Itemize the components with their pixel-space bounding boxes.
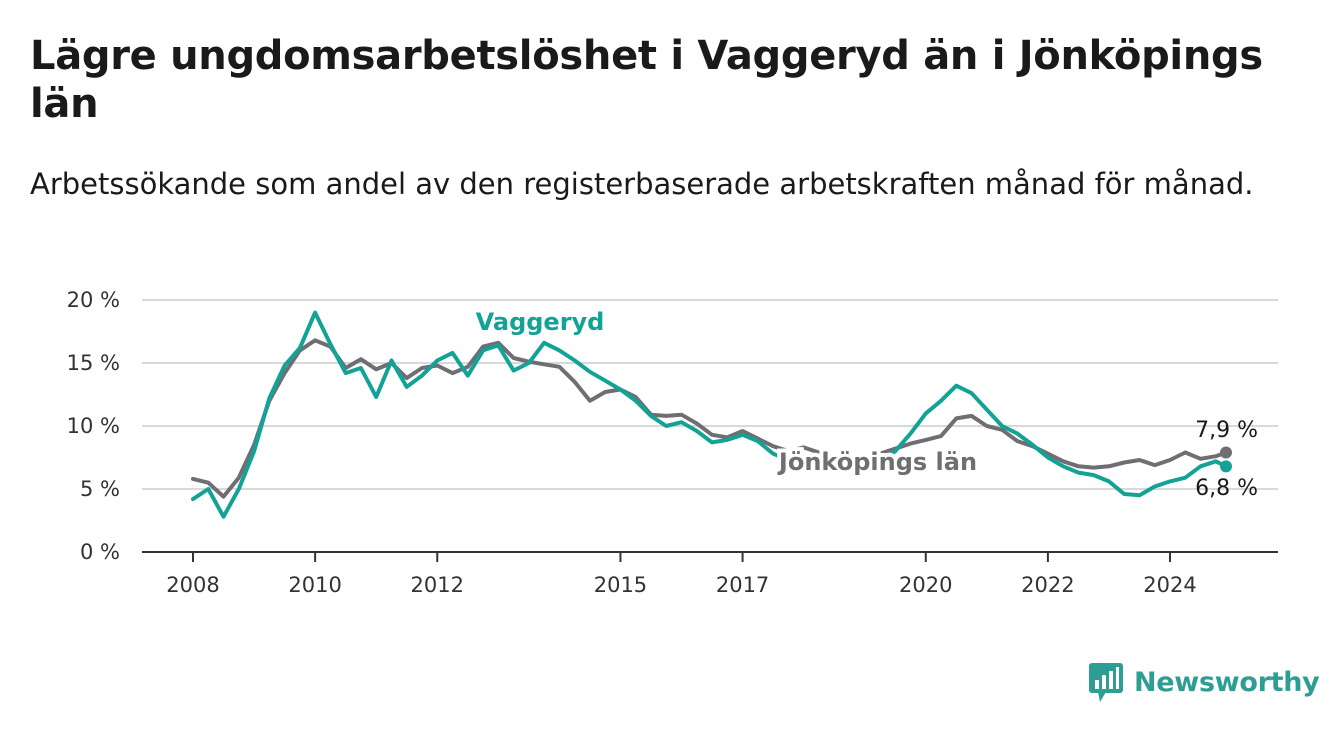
series-name-jonkopings-lan: Jönköpings län [777, 448, 977, 476]
y-tick-label: 15 % [67, 351, 120, 375]
series-line-vaggeryd [191, 310, 1228, 519]
y-tick-label: 10 % [67, 414, 120, 438]
y-axis-ticks: 0 % 5 % 10 % 15 % 20 % [67, 288, 120, 564]
x-tick-label: 2015 [594, 573, 647, 597]
series-lines [191, 310, 1232, 519]
x-tick-label: 2020 [899, 573, 952, 597]
x-tick-label: 2010 [288, 573, 341, 597]
series-name-vaggeryd: Vaggeryd [476, 308, 605, 336]
x-tick-label: 2017 [716, 573, 769, 597]
x-tick-label: 2012 [411, 573, 464, 597]
chart-subtitle: Arbetssökande som andel av den registerb… [30, 167, 1254, 201]
series-labels: 7,9 % 6,8 % Vaggeryd Jönköpings län [472, 304, 1258, 501]
y-tick-label: 20 % [67, 288, 120, 312]
line-chart: 0 %5 %10 %15 %20 % 2008 2010 2012 2015 2017 2… [67, 288, 1278, 597]
chart-title: Lägre ungdomsarbetslöshet i Vaggeryd än … [30, 33, 1263, 127]
y-tick-label: 5 % [80, 477, 120, 501]
end-point-j-nk-pings-l-n [1220, 446, 1232, 459]
x-tick-label: 2022 [1021, 573, 1074, 597]
gridlines [142, 299, 1278, 490]
x-axis: 2008 2010 2012 2015 2017 2020 2022 2024 [142, 551, 1278, 597]
end-label-vaggeryd: 6,8 % [1195, 476, 1258, 501]
brand-name: Newsworthy [1134, 666, 1320, 698]
x-tick-label: 2024 [1143, 573, 1196, 597]
end-label-jonkopings-lan: 7,9 % [1195, 418, 1258, 443]
newsworthy-logo: Newsworthy [1088, 660, 1320, 704]
end-point-vaggeryd [1220, 460, 1232, 473]
chart-bubble-icon [1088, 662, 1124, 702]
x-tick-label: 2008 [166, 573, 219, 597]
y-tick-label: 0 % [80, 540, 120, 564]
series-line-j-nk-pings-l-n [191, 338, 1228, 499]
